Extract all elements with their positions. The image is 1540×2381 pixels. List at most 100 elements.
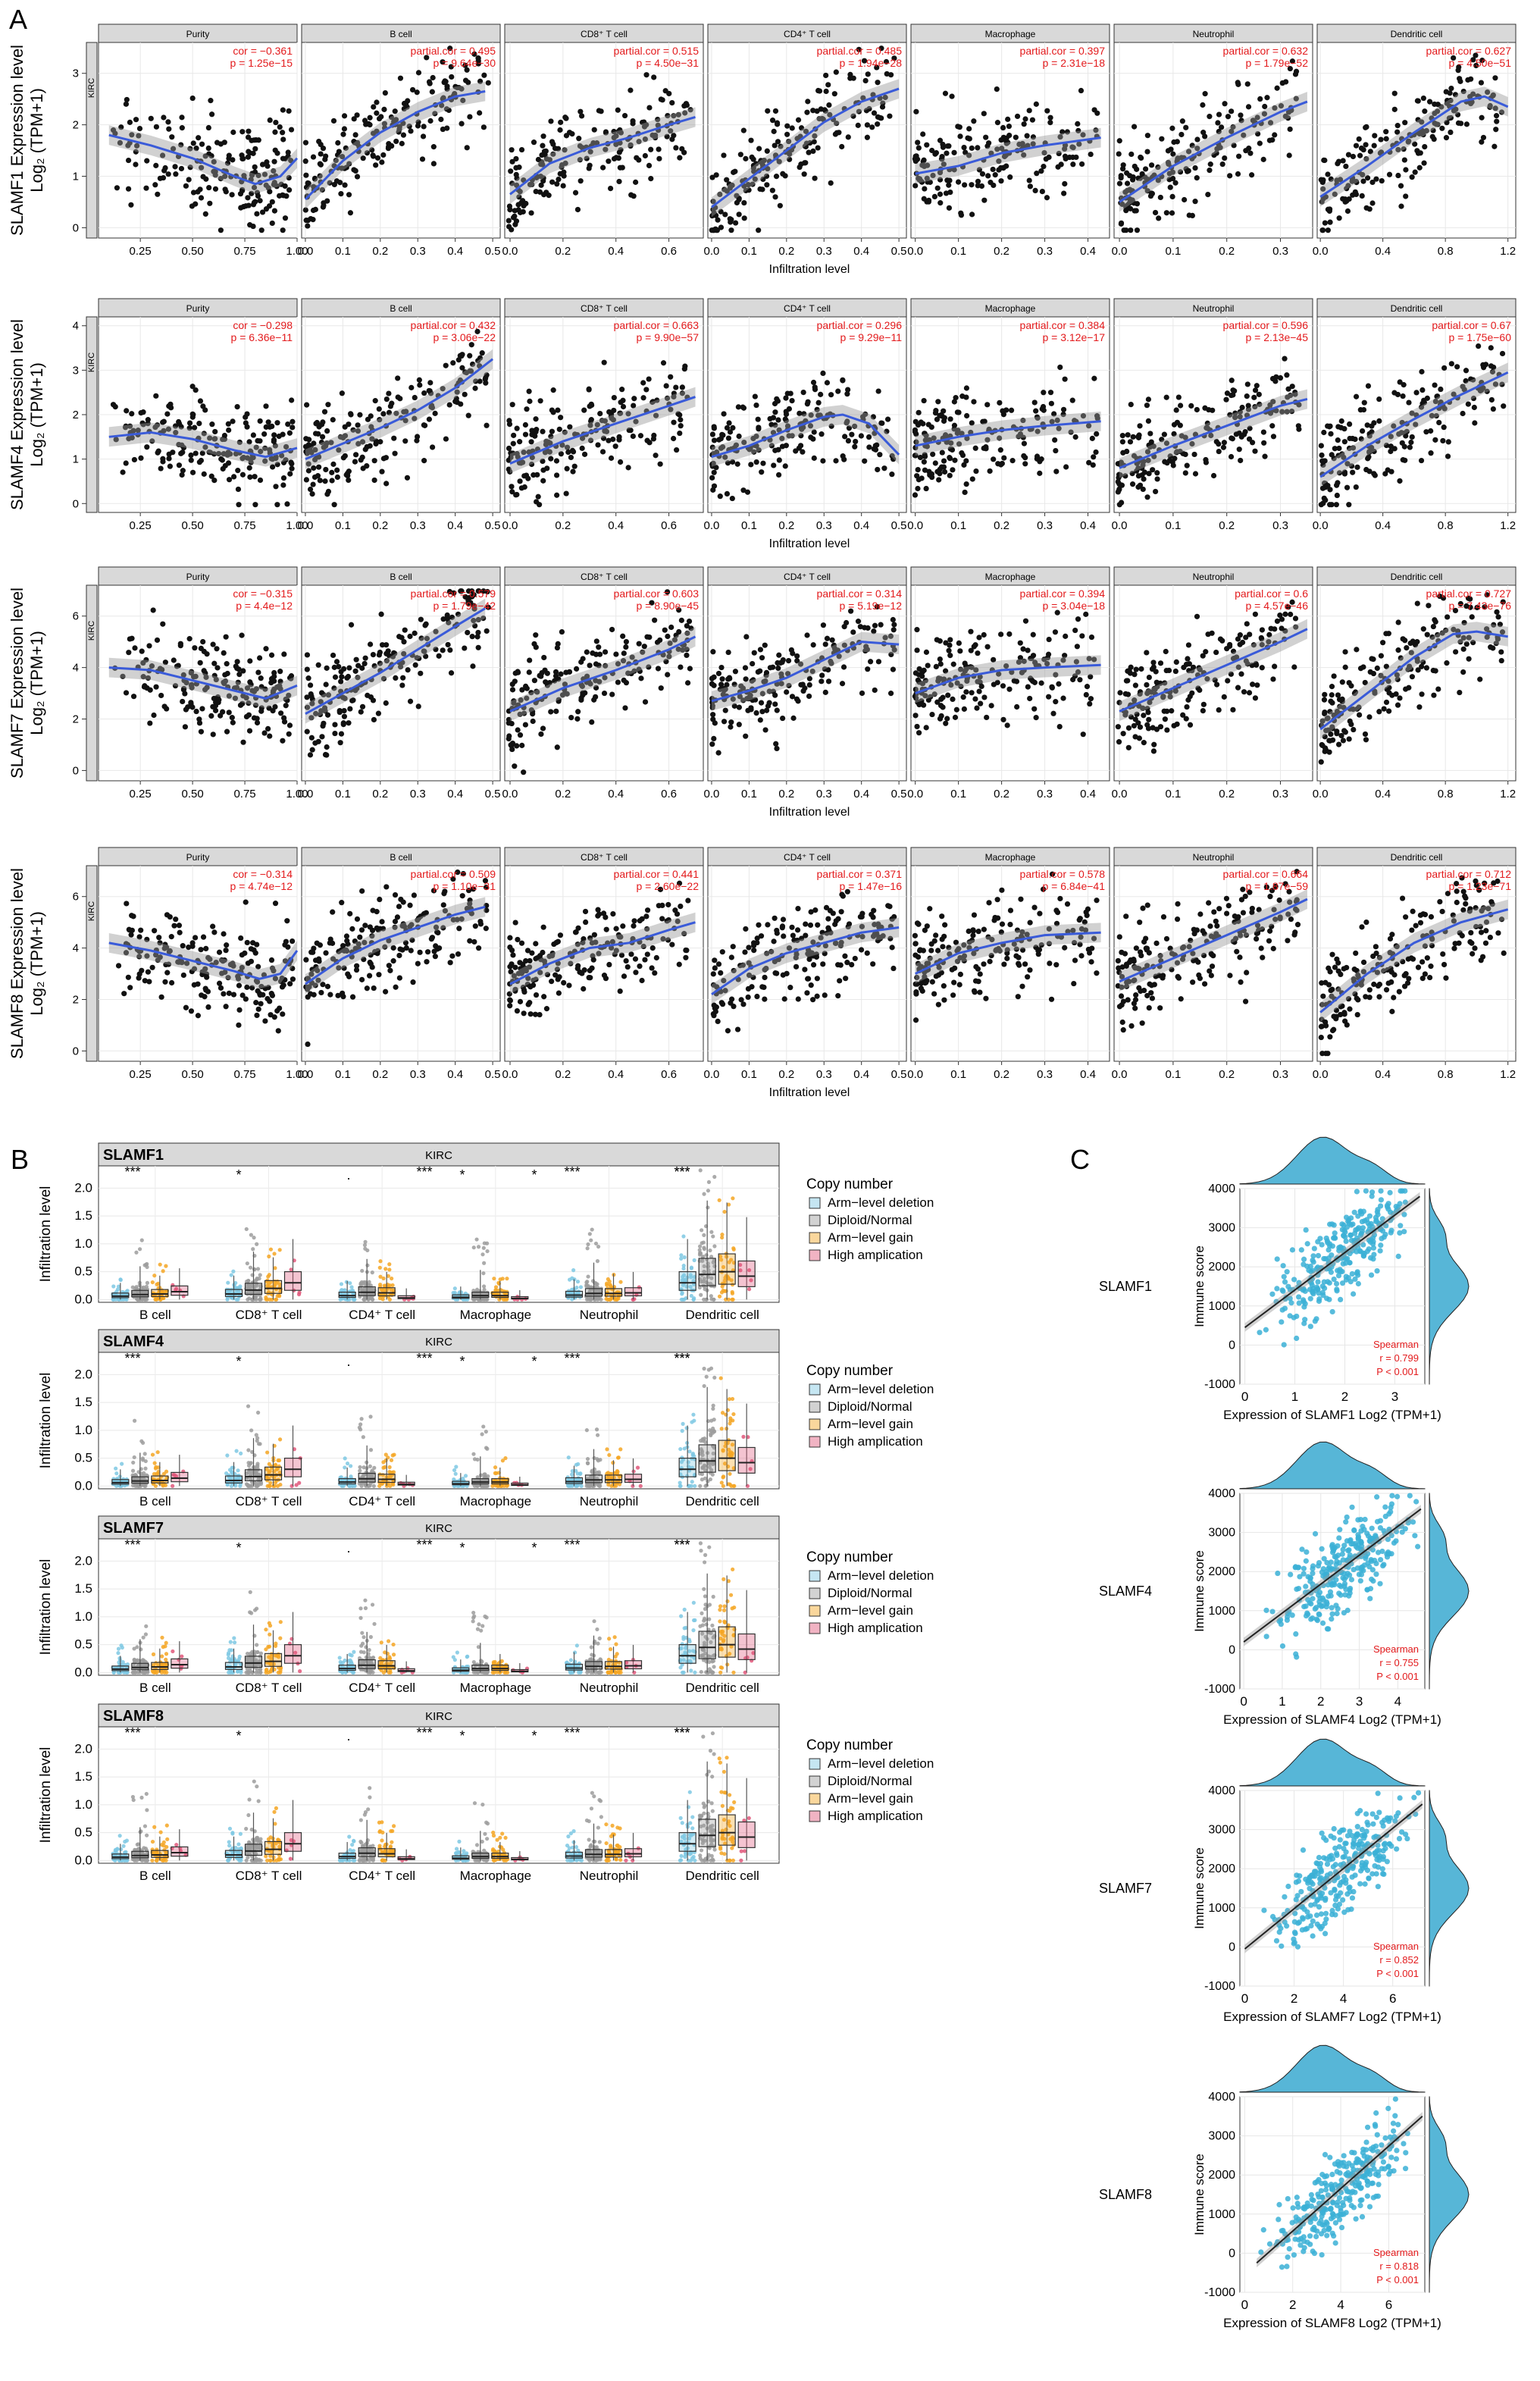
scatter-point	[1049, 685, 1055, 691]
scatter-point	[575, 709, 581, 715]
scatter-point	[421, 124, 427, 130]
scatter-point	[1116, 739, 1122, 745]
scatter-point	[1031, 706, 1038, 712]
scatter-point	[1185, 642, 1192, 648]
scatter-point	[1282, 356, 1288, 362]
scatter-point	[1224, 646, 1230, 652]
scatter-point	[955, 124, 961, 130]
scatter-point	[552, 146, 559, 152]
scatter-point	[274, 502, 280, 508]
scatter-point	[280, 107, 286, 113]
scatter-point	[304, 728, 310, 735]
scatter-point	[157, 175, 163, 181]
scatter-point	[947, 416, 953, 422]
scatter-point	[1014, 113, 1021, 120]
scatter-point	[587, 149, 593, 155]
scatter-point	[199, 141, 205, 147]
y-axis-subtitle: Log₂ (TPM+1)	[27, 362, 46, 467]
x-tick-label: 0.4	[1080, 245, 1096, 258]
scatter-point	[997, 447, 1003, 453]
scatter-point	[1006, 123, 1013, 130]
scatter-point	[352, 132, 358, 138]
scatter-point	[663, 383, 669, 389]
scatter-point	[284, 918, 290, 924]
scatter-point	[1034, 171, 1040, 177]
scatter-point	[756, 146, 762, 152]
scatter-point	[474, 634, 480, 640]
x-tick-label: 0.0	[502, 245, 518, 258]
scatter-point	[581, 407, 587, 413]
scatter-point	[1163, 667, 1169, 674]
x-tick-label: 0.0	[704, 245, 720, 258]
scatter-point	[280, 1011, 286, 1017]
scatter-point	[1185, 656, 1191, 662]
scatter-point	[1238, 457, 1244, 464]
scatter-point	[1277, 374, 1284, 381]
scatter-point	[1128, 227, 1134, 233]
scatter-point	[330, 117, 337, 124]
scatter-point	[1161, 708, 1167, 714]
scatter-point	[370, 652, 377, 658]
scatter-point	[1186, 661, 1192, 667]
scatter-point	[642, 152, 648, 159]
scatter-point	[921, 667, 927, 673]
scatter-point	[371, 477, 377, 484]
scatter-point	[1009, 458, 1016, 464]
scatter-point	[1041, 390, 1047, 396]
scatter-point	[440, 59, 446, 65]
scatter-point	[352, 168, 358, 174]
scatter-point	[887, 691, 894, 697]
scatter-point	[339, 390, 345, 396]
scatter-point	[222, 174, 228, 180]
scatter-point	[407, 633, 413, 640]
scatter-point	[432, 410, 438, 416]
scatter-point	[1350, 192, 1356, 198]
scatter-point	[286, 731, 292, 737]
scatter-point	[415, 119, 421, 125]
scatter-point	[1124, 180, 1131, 186]
scatter-point	[1037, 470, 1043, 476]
scatter-point	[239, 992, 246, 998]
scatter-point	[617, 127, 623, 133]
scatter-point	[1229, 436, 1235, 442]
scatter-point	[283, 193, 290, 199]
scatter-point	[772, 194, 778, 200]
scatter-point	[992, 172, 998, 178]
scatter-point	[358, 976, 365, 982]
scatter-point	[223, 189, 229, 195]
scatter-point	[1152, 209, 1159, 216]
scatter-point	[230, 129, 236, 136]
scatter-point	[1394, 123, 1401, 129]
facet-strip-label: Neutrophil	[1193, 29, 1235, 39]
scatter-point	[969, 690, 975, 696]
scatter-point	[513, 164, 519, 171]
scatter-point	[1471, 404, 1477, 411]
scatter-point	[981, 694, 988, 700]
scatter-point	[944, 150, 950, 156]
scatter-point	[801, 171, 807, 177]
scatter-point	[1144, 494, 1150, 500]
scatter-point	[1333, 502, 1339, 508]
scatter-point	[1385, 631, 1391, 637]
scatter-point	[392, 891, 399, 898]
scatter-point	[1213, 649, 1219, 656]
scatter-point	[856, 108, 862, 114]
scatter-point	[1287, 126, 1293, 133]
scatter-point	[179, 472, 185, 478]
scatter-point	[249, 190, 255, 196]
p-value-stat: p = 4.4e−12	[236, 600, 293, 612]
scatter-point	[1348, 683, 1354, 689]
scatter-point	[556, 176, 562, 183]
scatter-point	[1445, 614, 1451, 620]
scatter-point	[1157, 660, 1164, 666]
scatter-point	[947, 653, 953, 659]
scatter-point	[850, 629, 856, 635]
scatter-point	[267, 733, 273, 739]
scatter-point	[1478, 80, 1485, 86]
scatter-point	[167, 463, 173, 469]
scatter-point	[978, 700, 984, 706]
scatter-point	[736, 433, 742, 440]
x-tick-label: 0.1	[335, 788, 351, 800]
scatter-point	[271, 1014, 277, 1020]
scatter-point	[207, 200, 213, 206]
